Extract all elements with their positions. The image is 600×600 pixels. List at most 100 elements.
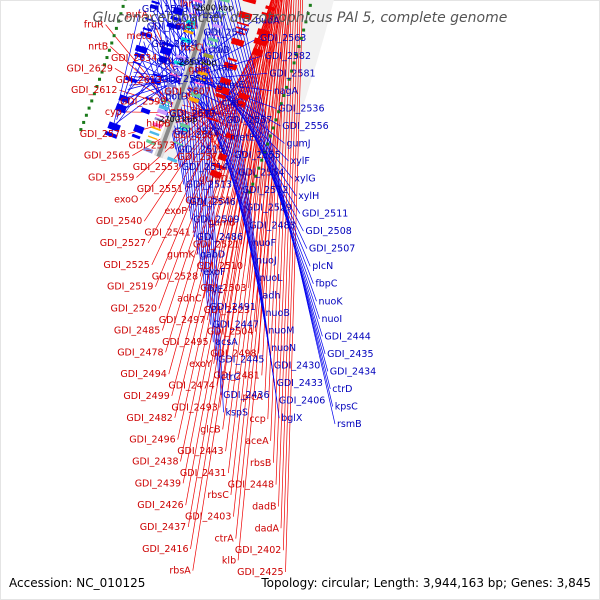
forward-feature: [159, 45, 173, 56]
leader-line: [233, 0, 289, 517]
leader-line: [195, 0, 217, 360]
leader-line: [237, 0, 292, 561]
cog-feature: [212, 23, 223, 29]
forward-feature: [161, 41, 175, 48]
cog-feature: [183, 29, 194, 35]
reverse-gene-label: GDI_2600: [169, 108, 215, 119]
reverse-gene-label: fruR: [84, 20, 104, 31]
cog-feature: [145, 139, 157, 146]
reverse-feature: [236, 21, 250, 27]
outer-tick-dot: [277, 110, 281, 114]
outer-tick-dot: [302, 28, 306, 32]
forward-gene-label: adh: [263, 290, 281, 301]
cog-feature: [179, 122, 191, 130]
forward-gene-label: GDI_2444: [324, 331, 370, 342]
reverse-gene-label: GDI_2578: [80, 129, 126, 140]
outer-tick-dot: [292, 61, 296, 65]
reverse-gene-label: GDI_2499: [123, 391, 169, 402]
forward-gene-label: GDI_2581: [269, 68, 315, 79]
cog-feature: [156, 108, 168, 116]
outer-tick-dot: [274, 118, 278, 122]
cog-feature: [158, 104, 170, 111]
reverse-gene-label: GDI_2504: [207, 327, 253, 338]
leader-line: [231, 0, 331, 389]
reverse-gene-label: GDI_2612: [71, 85, 117, 96]
leader-line: [223, 0, 326, 354]
outer-tick-dot: [251, 182, 255, 186]
cog-feature: [206, 43, 217, 48]
cog-feature: [197, 70, 208, 77]
leader-line: [182, 0, 277, 484]
reverse-gene-label: GDI_2443: [177, 446, 223, 457]
genome-title: Gluconacetobacter diazotrophicus PAl 5, …: [93, 10, 508, 26]
leader-line: [209, 0, 317, 302]
cog-feature: [160, 98, 171, 104]
leader-line: [182, 0, 205, 290]
reverse-feature: [225, 132, 235, 140]
forward-feature: [118, 94, 131, 104]
reverse-feature: [219, 76, 232, 86]
forward-gene-label: xylF: [291, 156, 310, 167]
forward-gene-label: GDI_2435: [327, 349, 373, 360]
reverse-gene-label: GDI_2574: [177, 152, 223, 163]
reverse-gene-label: GDI_2613: [115, 75, 161, 86]
forward-gene-label: GDI_2512: [242, 185, 288, 196]
reverse-gene-label: glcB: [200, 424, 220, 435]
leader-line: [200, 0, 222, 395]
forward-gene-label: GDI_2558: [161, 74, 207, 85]
cog-feature: [192, 85, 204, 93]
reverse-gene-label: metQ: [126, 31, 152, 42]
reverse-feature: [236, 26, 248, 32]
forward-gene-label: GDI_2508: [305, 226, 351, 237]
reverse-gene-label: GDI_2431: [180, 468, 226, 479]
forward-gene-label: GDI_2555: [234, 150, 280, 161]
leader-line: [116, 26, 146, 120]
reverse-gene-label: GDI_2519: [107, 282, 153, 293]
reverse-gene-label: gumB: [208, 218, 236, 229]
outer-tick-dot: [306, 12, 310, 16]
reverse-gene-label: GDI_2438: [132, 457, 178, 468]
leader-line: [113, 14, 197, 129]
leader-line: [234, 0, 334, 407]
leader-line: [134, 67, 164, 97]
reverse-gene-label: GDI_2503: [200, 283, 246, 294]
reverse-gene-label: dadB: [252, 502, 276, 513]
reverse-feature: [242, 0, 257, 5]
leader-line: [165, 0, 272, 353]
forward-gene-label: GDI_2515: [178, 144, 224, 155]
reverse-gene-label: lhr: [180, 0, 193, 10]
reverse-feature: [251, 47, 264, 57]
reverse-gene-label: exoY: [189, 359, 212, 370]
cog-feature: [152, 121, 163, 129]
forward-gene-label: GDI_2562: [156, 57, 202, 68]
forward-gene-label: GDI_2511: [302, 209, 348, 220]
leader-line: [270, 0, 290, 441]
leader-line: [218, 0, 323, 337]
forward-gene-label: GDI_2615: [147, 22, 193, 33]
reverse-gene-label: GDI_2540: [96, 216, 142, 227]
cog-feature: [191, 3, 202, 8]
cog-feature: [190, 91, 202, 99]
reverse-gene-label: rbsC: [207, 490, 229, 501]
forward-feature: [104, 130, 118, 139]
forward-gene-label: ctrD: [332, 384, 352, 395]
forward-feature: [153, 73, 163, 79]
forward-feature: [150, 78, 161, 86]
reverse-gene-label: GDI_2485: [114, 325, 160, 336]
leader-line: [168, 0, 272, 375]
forward-gene-label: GDI_2445: [218, 355, 264, 366]
reverse-gene-label: nrtB: [88, 41, 108, 52]
reverse-gene-label: adhC: [177, 293, 202, 304]
forward-gene-label: GDI_2486: [197, 232, 243, 243]
cog-feature: [219, 0, 230, 4]
reverse-gene-label: rbsA: [169, 566, 191, 577]
outer-tick-dot: [297, 45, 301, 49]
forward-gene-label: GDI_2587: [203, 27, 249, 38]
reverse-gene-label: aceA: [245, 436, 269, 447]
leader-line: [190, 0, 258, 278]
reverse-feature: [238, 10, 253, 21]
leader-line: [124, 55, 263, 99]
reverse-gene-label: GDI_2565: [84, 151, 130, 162]
